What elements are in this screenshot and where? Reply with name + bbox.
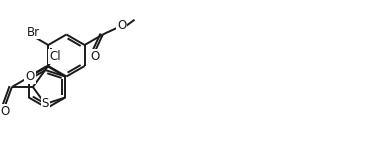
Text: O: O [1,105,10,118]
Text: Br: Br [27,25,40,39]
Text: O: O [90,50,99,63]
Text: S: S [42,98,49,110]
Text: O: O [117,19,126,32]
Text: O: O [26,70,35,83]
Text: Cl: Cl [49,50,61,63]
